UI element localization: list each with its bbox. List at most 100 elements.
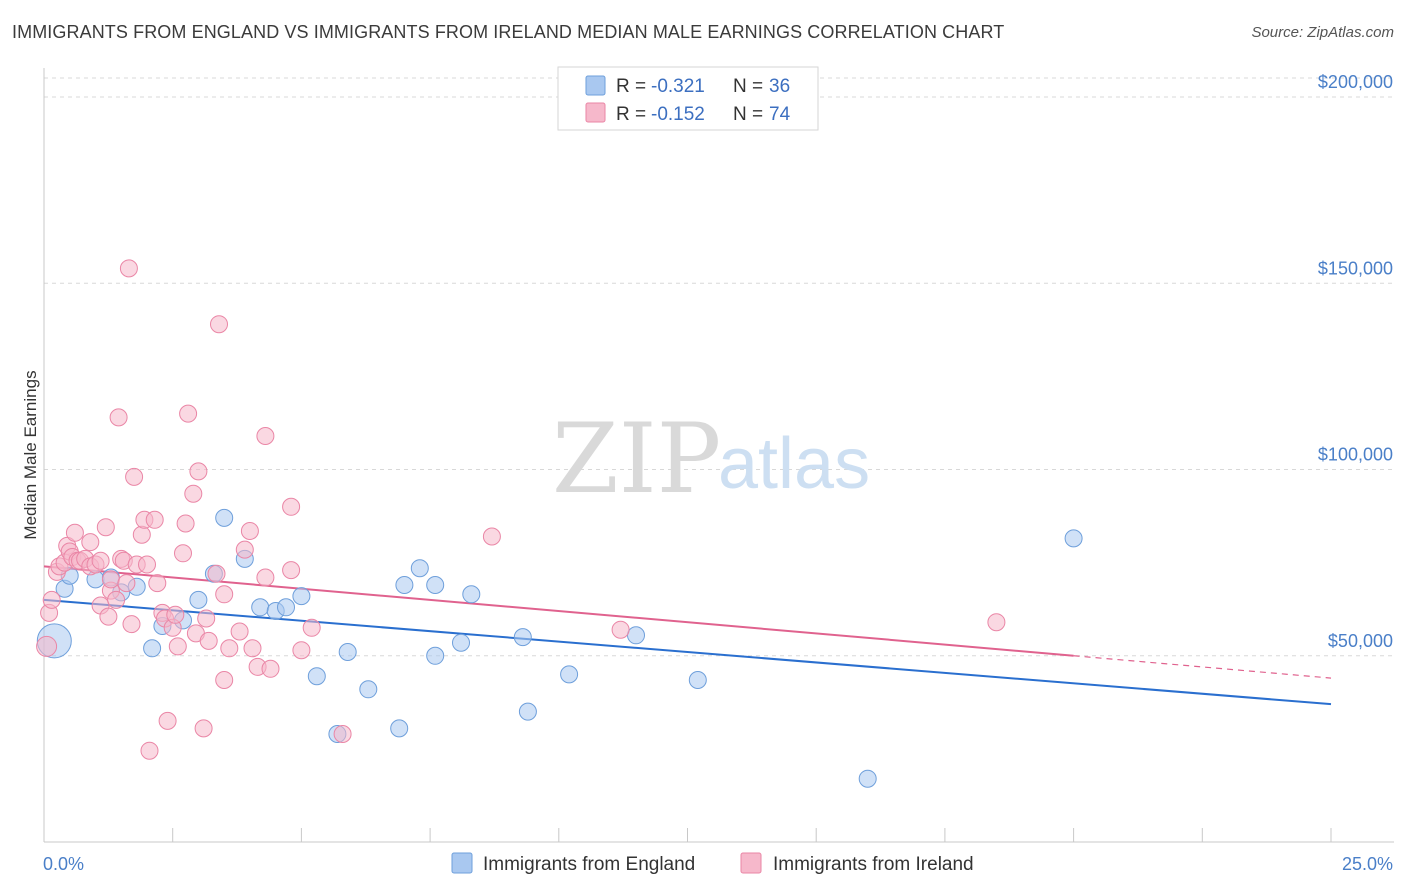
point-ireland <box>36 635 58 657</box>
point-england <box>189 590 208 609</box>
point-ireland <box>119 259 138 278</box>
point-ireland <box>138 555 156 574</box>
point-ireland <box>282 497 301 516</box>
point-england <box>292 587 311 606</box>
point-ireland <box>184 484 203 503</box>
point-england <box>390 719 409 738</box>
bottom-legend-england: Immigrants from England <box>483 854 695 875</box>
correlation-legend: R = -0.321 N = 36 R = -0.152 N = 74 <box>557 66 819 131</box>
point-england <box>560 665 579 684</box>
y-tick-label: $50,000 <box>1328 631 1393 651</box>
point-ireland <box>81 533 100 552</box>
point-england <box>688 671 707 689</box>
point-ireland <box>611 620 630 639</box>
watermark-atlas: atlas <box>718 424 870 504</box>
point-ireland <box>220 639 239 658</box>
point-ireland <box>243 639 262 658</box>
point-ireland <box>176 514 195 533</box>
trend-line-england <box>43 598 1332 706</box>
point-ireland <box>482 527 501 546</box>
point-england <box>410 559 429 578</box>
point-ireland <box>235 540 254 559</box>
point-ireland <box>122 615 141 634</box>
axes-layer <box>43 68 1394 843</box>
point-ireland <box>174 544 192 563</box>
point-england <box>452 633 470 652</box>
point-ireland <box>256 427 275 445</box>
series-legend: Immigrants from England Immigrants from … <box>451 852 974 875</box>
trend-extension-ireland <box>1073 655 1332 679</box>
grid-layer <box>44 77 1394 657</box>
point-ireland <box>256 568 275 587</box>
point-ireland <box>125 467 144 486</box>
point-ireland <box>261 659 280 678</box>
point-england <box>215 508 234 527</box>
point-ireland <box>166 605 185 624</box>
point-england <box>426 576 445 594</box>
point-england <box>513 628 532 647</box>
point-england <box>627 626 645 645</box>
point-ireland <box>101 570 120 589</box>
point-ireland <box>230 622 249 641</box>
point-ireland <box>197 609 216 628</box>
tick-labels: $50,000 $100,000 $150,000 $200,000 0.0% 25.0% <box>43 72 1393 874</box>
legend-ireland-n-label: N = <box>733 104 763 125</box>
x-tick-label-start: 0.0% <box>43 854 84 874</box>
point-ireland <box>333 725 352 743</box>
point-ireland <box>987 613 1006 632</box>
y-tick-label: $100,000 <box>1318 445 1393 465</box>
bottom-legend-swatch-ireland <box>740 852 762 874</box>
point-ireland <box>210 315 228 334</box>
point-england <box>1064 529 1083 548</box>
legend-ireland-r-value: -0.152 <box>651 104 705 125</box>
watermark-zip: ZIP <box>552 403 721 515</box>
point-ireland <box>168 637 187 656</box>
point-ireland <box>140 741 159 760</box>
point-england <box>251 598 270 617</box>
point-ireland <box>179 404 198 423</box>
chart-title: IMMIGRANTS FROM ENGLAND VS IMMIGRANTS FR… <box>12 22 1005 42</box>
point-ireland <box>65 523 84 542</box>
bottom-legend-swatch-england <box>451 852 473 874</box>
point-ireland <box>91 551 110 570</box>
point-ireland <box>215 671 234 689</box>
data-points <box>36 259 1083 788</box>
point-england <box>518 702 537 721</box>
point-england <box>307 667 326 686</box>
point-ireland <box>158 711 177 730</box>
point-ireland <box>207 564 226 583</box>
legend-england-r-value: -0.321 <box>651 76 705 97</box>
point-ireland <box>302 618 321 637</box>
y-tick-label: $150,000 <box>1318 258 1393 278</box>
legend-england-r-label: R = <box>616 76 646 97</box>
point-england <box>338 643 357 661</box>
legend-ireland-n-value: 74 <box>769 104 791 125</box>
point-ireland <box>117 574 136 593</box>
point-england <box>462 585 481 604</box>
chart-source: Source: ZipAtlas.com <box>1251 24 1394 41</box>
point-ireland <box>109 408 128 427</box>
y-axis-label: Median Male Earnings <box>21 370 40 539</box>
point-ireland <box>189 462 208 481</box>
legend-england-n-value: 36 <box>769 76 790 97</box>
point-ireland <box>240 522 259 540</box>
point-ireland <box>99 607 118 626</box>
legend-ireland-r-label: R = <box>616 104 646 125</box>
point-ireland <box>132 525 151 544</box>
point-england <box>277 598 295 617</box>
point-england <box>858 769 877 788</box>
point-ireland <box>194 719 213 738</box>
point-england <box>395 576 414 594</box>
point-ireland <box>107 590 126 609</box>
x-tick-label-end: 25.0% <box>1342 854 1393 874</box>
point-ireland <box>145 510 164 529</box>
point-ireland <box>292 641 311 660</box>
point-england <box>143 639 162 658</box>
point-england <box>426 646 445 665</box>
point-ireland <box>42 590 61 609</box>
point-ireland <box>199 631 218 650</box>
point-ireland <box>282 561 301 580</box>
point-ireland <box>148 574 167 593</box>
y-tick-label: $200,000 <box>1318 72 1393 92</box>
